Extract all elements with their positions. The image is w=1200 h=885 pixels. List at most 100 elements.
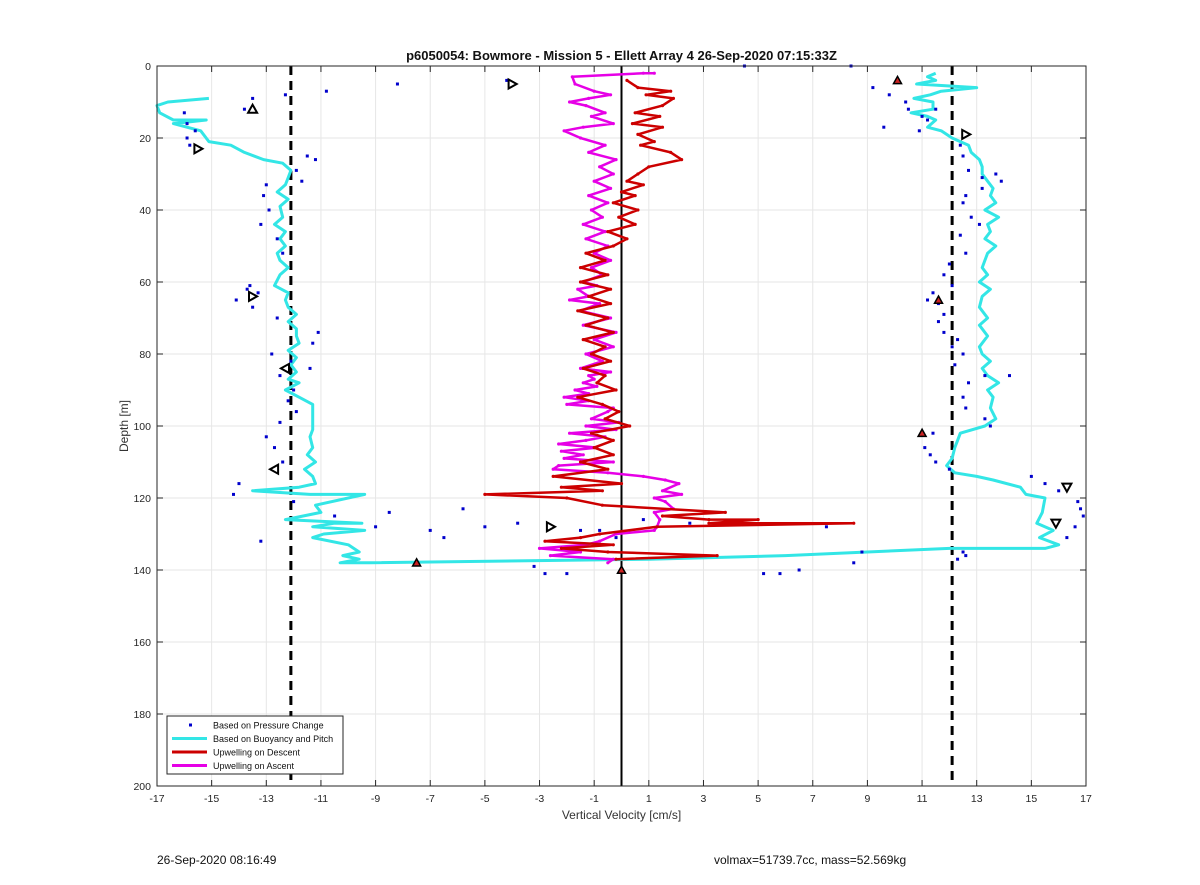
upwelling-ascent-point	[598, 165, 602, 169]
upwelling-ascent-point	[567, 298, 572, 302]
upwelling-descent-point	[644, 93, 648, 97]
upwelling-descent-point	[603, 345, 607, 349]
pressure-change-point	[994, 172, 998, 176]
x-tick-label: -1	[590, 793, 599, 805]
pressure-change-point	[1073, 525, 1077, 529]
upwelling-ascent-point	[578, 550, 583, 554]
upwelling-ascent-point	[551, 467, 555, 471]
upwelling-descent-point	[565, 496, 569, 500]
pressure-change-point	[964, 251, 968, 255]
upwelling-descent-point	[611, 330, 615, 334]
upwelling-ascent-point	[603, 230, 607, 234]
upwelling-descent-point	[576, 395, 580, 399]
upwelling-ascent-point	[557, 442, 561, 446]
pressure-change-point	[316, 330, 320, 334]
pressure-change-point	[232, 492, 236, 496]
pressure-change-point	[871, 86, 875, 90]
pressure-change-point	[461, 507, 465, 511]
upwelling-descent-point	[587, 294, 591, 298]
pressure-change-point	[950, 345, 954, 349]
upwelling-descent-point	[578, 280, 583, 284]
pressure-change-point	[983, 374, 987, 378]
x-tick-label: -7	[426, 793, 435, 805]
open-triangle-marker	[193, 142, 205, 155]
filled-triangle-marker	[616, 564, 627, 574]
filled-triangle-marker	[411, 557, 422, 567]
pressure-change-point	[999, 179, 1003, 183]
upwelling-descent-point	[636, 208, 640, 212]
x-tick-label: -15	[204, 793, 219, 805]
upwelling-descent-point	[671, 96, 676, 100]
pressure-change-point	[958, 143, 962, 147]
pressure-change-point	[947, 262, 951, 266]
upwelling-descent-point	[636, 86, 640, 90]
upwelling-ascent-point	[608, 370, 613, 374]
pressure-change-point	[278, 420, 282, 424]
upwelling-descent-point	[589, 431, 594, 435]
pressure-change-point	[188, 143, 192, 147]
pressure-change-point	[824, 525, 828, 529]
upwelling-ascent-point	[584, 424, 588, 428]
pressure-change-point	[294, 410, 298, 414]
upwelling-descent-point	[608, 287, 613, 291]
pressure-change-point	[281, 251, 285, 255]
pressure-change-point	[251, 305, 255, 309]
upwelling-ascent-point	[614, 158, 618, 162]
upwelling-descent-point	[633, 222, 637, 226]
upwelling-ascent-point	[557, 464, 561, 468]
footer-timestamp: 26-Sep-2020 08:16:49	[157, 853, 277, 867]
x-tick-label: 3	[701, 793, 707, 805]
filled-triangle-marker	[933, 294, 944, 304]
pressure-change-point	[934, 107, 938, 111]
pressure-change-point	[442, 536, 446, 540]
upwelling-ascent-point	[537, 546, 542, 551]
upwelling-ascent-point	[573, 82, 577, 86]
y-axis-label: Depth [m]	[117, 399, 131, 453]
upwelling-descent-point	[584, 323, 588, 327]
pressure-change-point	[267, 208, 271, 212]
pressure-change-point	[505, 78, 509, 82]
upwelling-descent-point	[598, 532, 602, 536]
upwelling-ascent-point	[677, 482, 681, 486]
pressure-change-point	[185, 136, 189, 140]
y-tick-label: 40	[139, 205, 151, 217]
upwelling-ascent-point	[658, 518, 662, 522]
upwelling-descent-point	[578, 266, 583, 270]
upwelling-ascent-point	[589, 417, 594, 421]
y-tick-label: 80	[139, 349, 151, 361]
x-tick-label: 15	[1026, 793, 1038, 805]
x-tick-label: 5	[755, 793, 761, 805]
legend-entry-label: Upwelling on Ascent	[213, 761, 295, 771]
upwelling-descent-point	[611, 453, 615, 457]
upwelling-ascent-point	[611, 122, 615, 126]
pressure-change-point	[242, 107, 246, 111]
pressure-change-point	[289, 359, 293, 363]
pressure-change-point	[1057, 489, 1061, 493]
pressure-change-point	[256, 291, 260, 295]
upwelling-ascent-point	[641, 474, 645, 478]
upwelling-ascent-point	[565, 402, 569, 406]
pressure-change-point	[917, 129, 921, 133]
upwelling-ascent-point	[567, 100, 572, 104]
legend: Based on Pressure Change Based on Buoyanc…	[166, 715, 344, 775]
pressure-change-point	[920, 114, 924, 118]
upwelling-ascent-point	[592, 179, 596, 183]
upwelling-descent-point	[611, 201, 615, 205]
upwelling-descent-point	[625, 237, 629, 241]
pressure-change-point	[931, 291, 935, 295]
upwelling-descent-point	[606, 550, 610, 554]
pressure-change-point	[923, 446, 927, 450]
y-tick-label: 140	[133, 565, 151, 577]
pressure-change-point	[275, 237, 279, 241]
upwelling-descent-point	[660, 514, 665, 518]
upwelling-ascent-point	[567, 431, 572, 435]
pressure-change-point	[961, 154, 965, 158]
pressure-change-point	[614, 536, 618, 540]
pressure-change-point	[532, 564, 536, 568]
upwelling-descent-point	[606, 467, 610, 471]
pressure-change-point	[245, 287, 249, 291]
pressure-change-point	[977, 222, 981, 226]
upwelling-descent-point	[614, 557, 618, 561]
filled-triangle-marker	[892, 74, 903, 85]
